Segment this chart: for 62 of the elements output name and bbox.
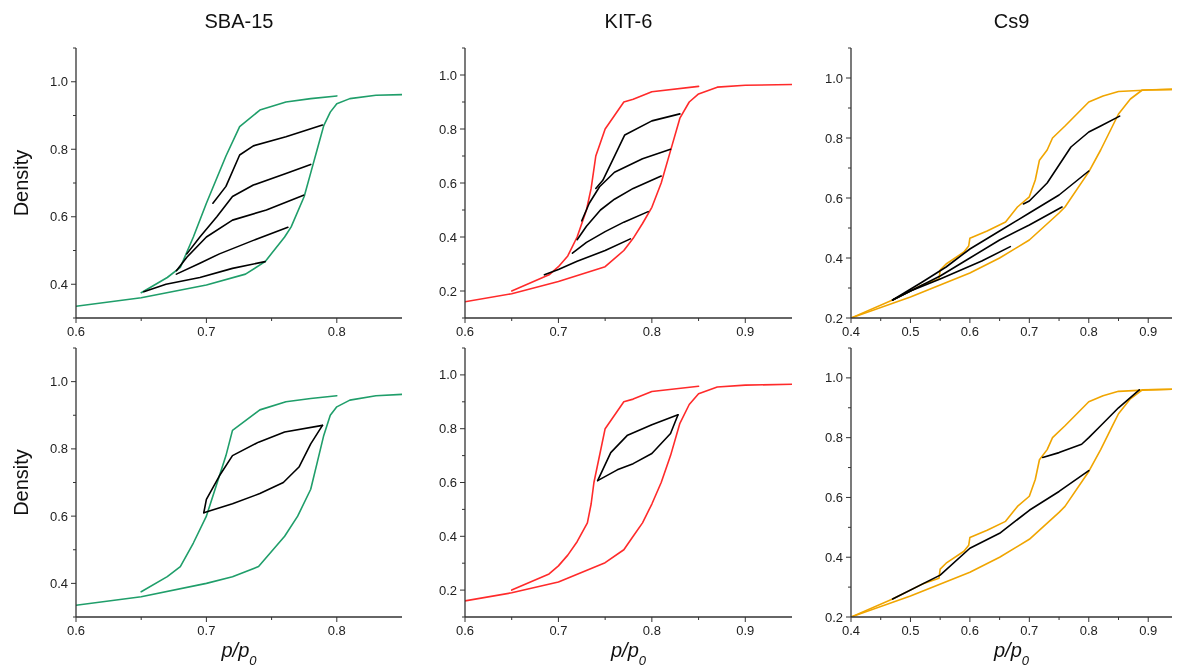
y-tick-label: 0.6: [438, 175, 457, 191]
text: 1.0: [438, 67, 457, 83]
y-tick-label: 0.4: [49, 276, 68, 292]
y-tick-label: 0.2: [824, 609, 843, 625]
chart-title: Cs9: [993, 10, 1030, 32]
x-tick-label: 0.7: [197, 324, 216, 339]
y-tick-label: 0.8: [49, 441, 68, 457]
text: 1.0: [824, 70, 843, 86]
x-tick-label: 0.6: [455, 623, 475, 638]
chart-title: KIT-6: [604, 10, 653, 32]
text: 1.0: [49, 74, 68, 90]
y-tick-label: 0.4: [49, 575, 68, 591]
x-tick-label: 0.6: [66, 623, 86, 638]
x-tick-label: 0.7: [197, 623, 216, 638]
x-axis-title: p/p$_{0}$: [992, 639, 1030, 668]
y-axis-title: Density: [10, 149, 32, 217]
y-tick-label: 0.4: [824, 250, 843, 266]
x-tick-label: 0.6: [455, 324, 475, 339]
y-tick-label: 0.8: [438, 121, 457, 137]
y-tick-label: 0.2: [824, 310, 843, 326]
x-tick-label: 0.8: [642, 324, 661, 339]
x-tick-label: 0.4: [841, 324, 861, 339]
x-tick-label: 0.7: [1020, 623, 1039, 638]
x-tick-label: 0.5: [901, 324, 920, 339]
x-tick-label: 0.8: [327, 623, 346, 638]
x-tick-label: 0.6: [960, 324, 979, 339]
x-tick-label: 0.8: [1079, 623, 1098, 638]
y-tick-label: 0.6: [438, 475, 457, 490]
y-tick-label: 0.2: [438, 582, 457, 598]
text: 1.0: [824, 370, 843, 386]
text: 1.0: [438, 367, 457, 383]
x-tick-label: 0.7: [549, 623, 568, 638]
text: 1.0: [49, 374, 68, 390]
x-axis-title: p/p$_{0}$: [220, 639, 258, 668]
y-tick-label: 0.8: [438, 421, 457, 437]
x-tick-label: 0.9: [736, 623, 755, 638]
x-tick-label: 0.6: [66, 324, 86, 339]
x-tick-label: 0.4: [841, 623, 861, 638]
x-tick-label: 0.6: [960, 623, 979, 638]
y-tick-label: 0.6: [49, 209, 68, 225]
y-tick-label: 0.8: [824, 430, 843, 446]
x-axis-title: p/p$_{0}$: [609, 639, 647, 668]
x-tick-label: 0.8: [327, 324, 346, 339]
y-axis-title: Density: [10, 449, 32, 516]
y-tick-label: 0.4: [824, 549, 843, 565]
y-tick-label: 0.4: [438, 229, 457, 245]
chart-title: SBA-15: [204, 10, 274, 32]
x-tick-label: 0.9: [736, 324, 755, 339]
x-tick-label: 0.9: [1139, 324, 1158, 339]
y-tick-label: 0.6: [824, 190, 843, 206]
y-tick-label: 0.8: [49, 141, 68, 157]
x-tick-label: 0.8: [642, 623, 661, 638]
y-tick-label: 0.6: [49, 508, 68, 524]
x-tick-label: 0.8: [1079, 324, 1098, 339]
x-tick-label: 0.7: [1020, 324, 1039, 339]
x-tick-label: 0.5: [901, 623, 920, 638]
x-tick-label: 0.7: [549, 324, 568, 339]
y-tick-label: 0.4: [438, 528, 457, 544]
x-tick-label: 0.9: [1139, 623, 1158, 638]
y-tick-label: 0.2: [438, 283, 457, 299]
y-tick-label: 0.6: [824, 489, 843, 505]
y-tick-label: 0.8: [824, 130, 843, 146]
